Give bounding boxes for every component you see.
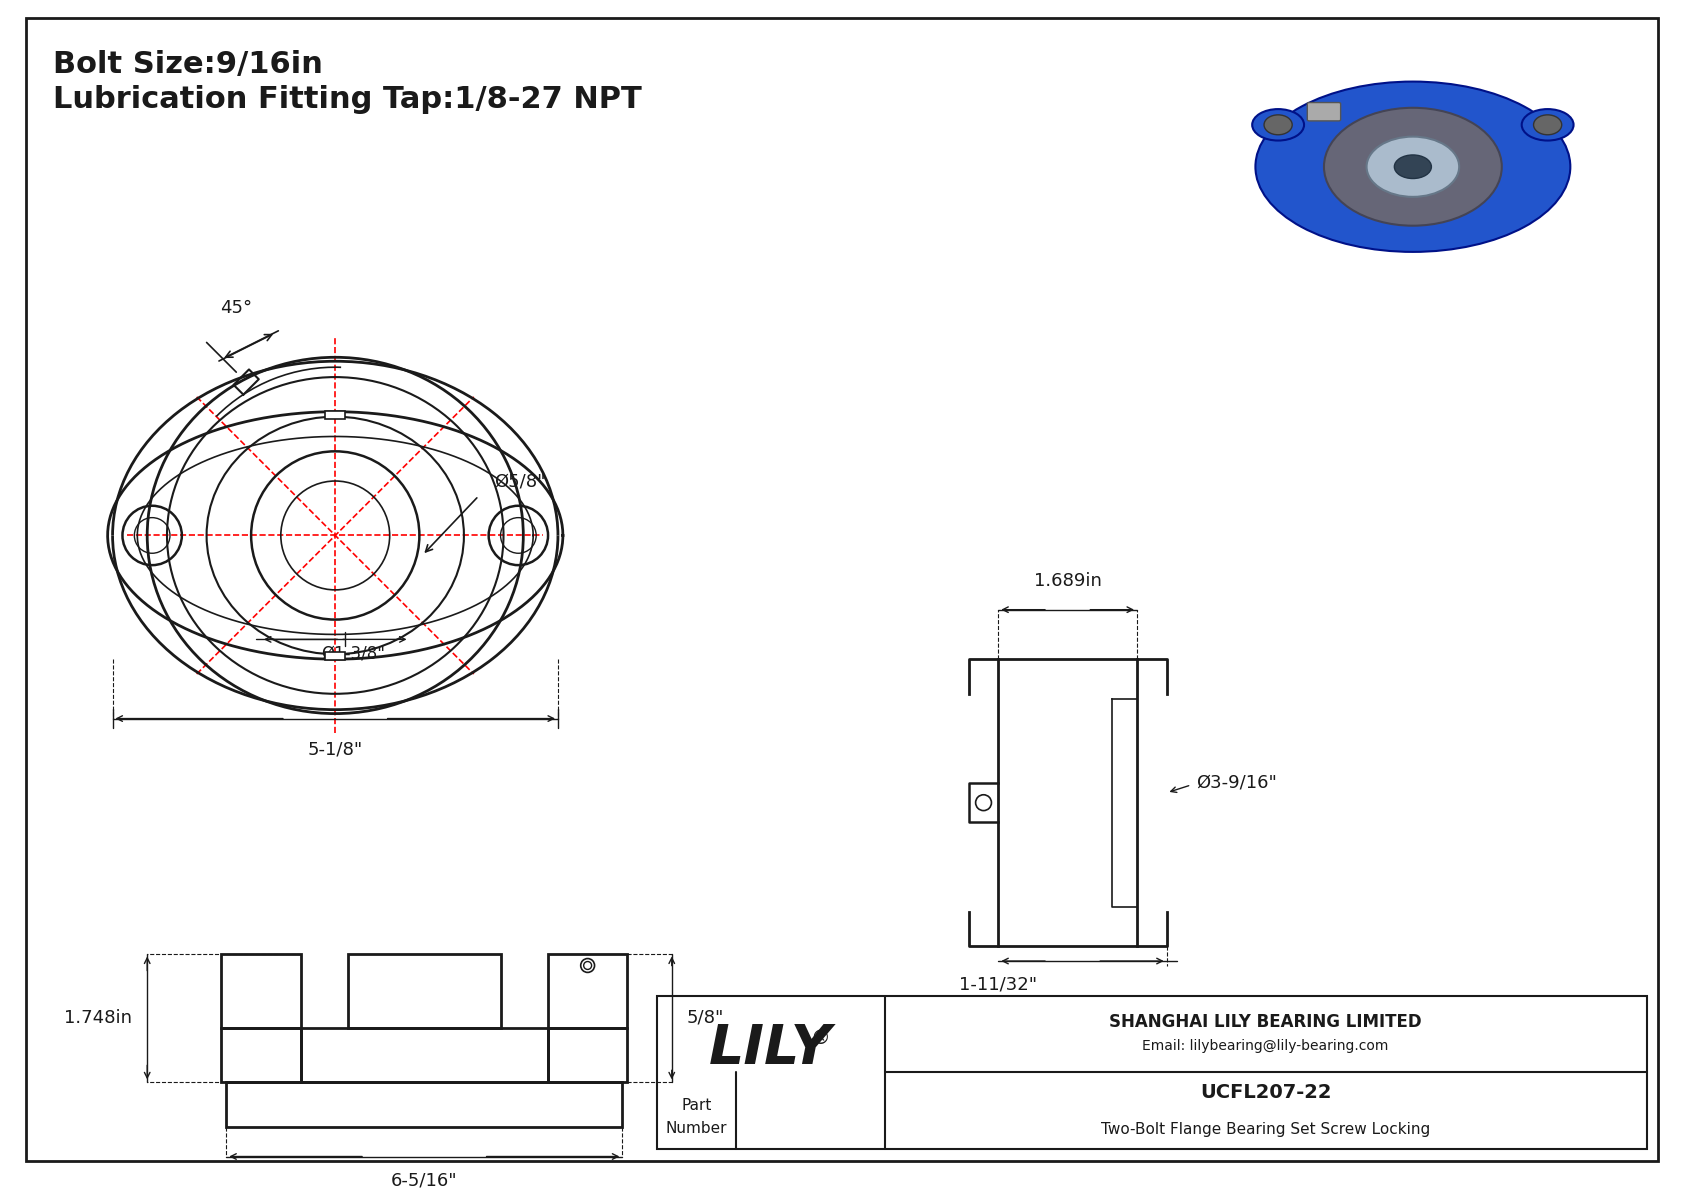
Bar <box>301 1028 547 1083</box>
Text: 1.748in: 1.748in <box>64 1009 133 1027</box>
Text: ®: ® <box>810 1029 830 1048</box>
Bar <box>347 954 502 1028</box>
Bar <box>325 653 345 660</box>
Bar <box>999 659 1137 946</box>
Text: 1-11/32": 1-11/32" <box>958 975 1037 993</box>
Text: UCFL207-22: UCFL207-22 <box>1201 1083 1332 1102</box>
Text: 1.689in: 1.689in <box>1034 572 1101 590</box>
Text: SHANGHAI LILY BEARING LIMITED: SHANGHAI LILY BEARING LIMITED <box>1110 1012 1421 1030</box>
Ellipse shape <box>1522 110 1573 141</box>
Text: Number: Number <box>665 1121 727 1136</box>
Text: Ø5/8": Ø5/8" <box>493 472 546 490</box>
Text: Bolt Size:9/16in: Bolt Size:9/16in <box>54 50 323 80</box>
Ellipse shape <box>1256 81 1569 252</box>
Text: Lubrication Fitting Tap:1/8-27 NPT: Lubrication Fitting Tap:1/8-27 NPT <box>54 85 642 114</box>
Ellipse shape <box>1324 108 1502 226</box>
Ellipse shape <box>1253 110 1303 141</box>
Bar <box>325 411 345 419</box>
Bar <box>221 954 301 1028</box>
Circle shape <box>1265 114 1292 135</box>
Ellipse shape <box>1367 137 1458 197</box>
FancyBboxPatch shape <box>1307 102 1340 121</box>
Bar <box>547 954 626 1028</box>
Bar <box>226 1083 623 1127</box>
Circle shape <box>1534 114 1561 135</box>
Text: Part: Part <box>682 1098 712 1114</box>
Bar <box>657 996 1647 1149</box>
Bar <box>547 1028 626 1083</box>
Text: 45°: 45° <box>221 299 253 317</box>
Text: 5-1/8": 5-1/8" <box>308 741 362 759</box>
Text: Two-Bolt Flange Bearing Set Screw Locking: Two-Bolt Flange Bearing Set Screw Lockin… <box>1101 1122 1430 1136</box>
Text: 6-5/16": 6-5/16" <box>391 1172 458 1190</box>
Ellipse shape <box>1394 155 1431 179</box>
Text: LILY: LILY <box>709 1022 832 1077</box>
Text: 5/8": 5/8" <box>687 1009 724 1027</box>
Text: Ø3-9/16": Ø3-9/16" <box>1196 774 1276 792</box>
Text: Ø1-3/8": Ø1-3/8" <box>322 644 386 662</box>
Text: Email: lilybearing@lily-bearing.com: Email: lilybearing@lily-bearing.com <box>1142 1040 1389 1053</box>
Bar <box>221 1028 301 1083</box>
